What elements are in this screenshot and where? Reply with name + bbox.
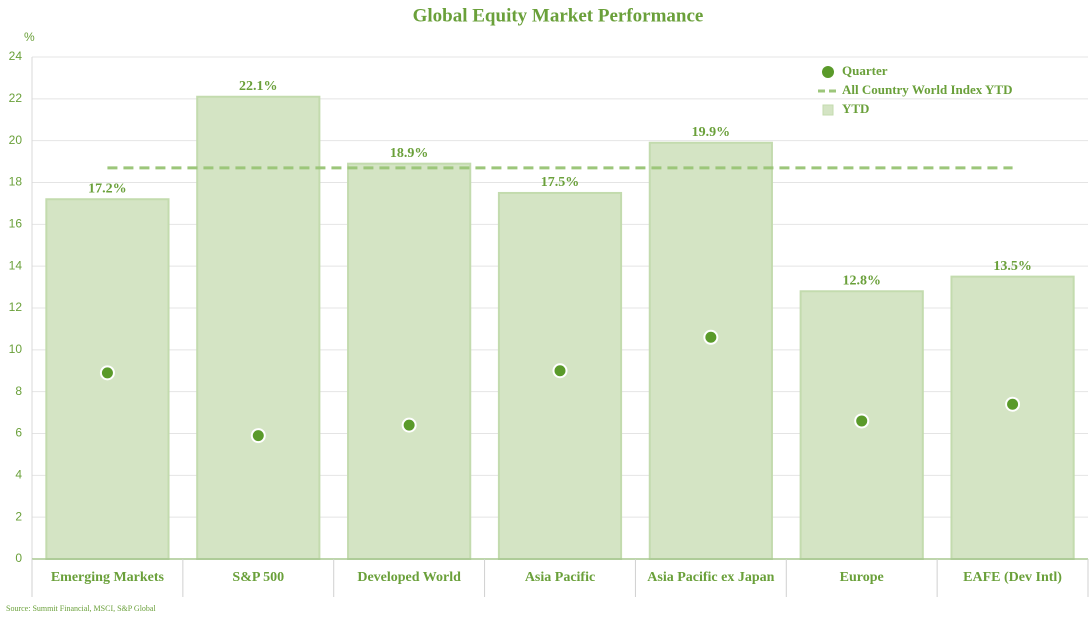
x-tick-label: Asia Pacific ex Japan xyxy=(647,570,774,585)
legend-marker xyxy=(822,66,834,78)
y-axis-label: % xyxy=(24,30,35,44)
y-tick-label: 10 xyxy=(9,342,23,356)
legend-label: YTD xyxy=(842,101,869,116)
dot xyxy=(250,428,266,444)
value-label: 19.9% xyxy=(692,125,731,140)
dot xyxy=(99,365,115,381)
y-tick-label: 0 xyxy=(15,551,22,565)
value-label: 18.9% xyxy=(390,146,429,161)
value-label: 13.5% xyxy=(993,259,1032,274)
y-tick-label: 6 xyxy=(15,426,22,440)
dot xyxy=(1005,396,1021,412)
dot xyxy=(401,417,417,433)
x-tick-label: Asia Pacific xyxy=(525,570,595,585)
y-tick-label: 24 xyxy=(9,49,23,63)
x-tick-label: Europe xyxy=(840,570,884,585)
chart-title: Global Equity Market Performance xyxy=(413,5,704,26)
value-label: 17.2% xyxy=(88,181,127,196)
x-tick-label: S&P 500 xyxy=(232,570,284,585)
bar xyxy=(347,162,472,561)
x-tick-label: Developed World xyxy=(357,570,461,585)
y-tick-label: 12 xyxy=(9,300,23,314)
bar xyxy=(196,95,321,560)
y-tick-label: 2 xyxy=(15,509,22,523)
y-tick-label: 20 xyxy=(9,133,23,147)
y-tick-label: 18 xyxy=(9,175,23,189)
y-tick-label: 4 xyxy=(15,468,22,482)
value-label: 22.1% xyxy=(239,79,278,94)
legend-marker xyxy=(822,104,834,116)
y-tick-label: 8 xyxy=(15,384,22,398)
dot xyxy=(552,363,568,379)
dot xyxy=(703,329,719,345)
value-label: 17.5% xyxy=(541,175,580,190)
x-tick-label: EAFE (Dev Intl) xyxy=(963,570,1062,585)
y-tick-label: 14 xyxy=(9,258,23,272)
bar xyxy=(648,141,773,560)
y-tick-label: 22 xyxy=(9,91,23,105)
legend-label: All Country World Index YTD xyxy=(842,82,1012,97)
y-tick-label: 16 xyxy=(9,217,23,231)
value-label: 12.8% xyxy=(842,273,881,288)
legend-label: Quarter xyxy=(842,63,888,78)
source-note: Source: Summit Financial, MSCI, S&P Glob… xyxy=(6,604,156,613)
x-tick-label: Emerging Markets xyxy=(51,570,165,585)
dot xyxy=(854,413,870,429)
bar xyxy=(950,275,1075,560)
